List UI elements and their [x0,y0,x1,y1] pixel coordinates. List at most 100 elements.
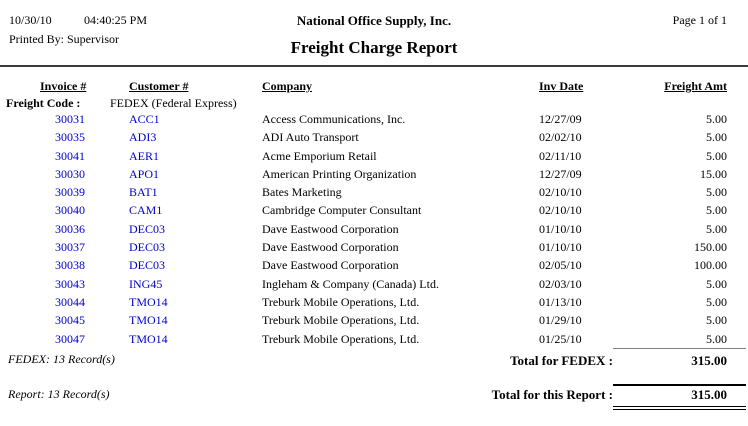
inv-date-cell: 02/10/10 [539,203,582,218]
customer-number-link[interactable]: TMO14 [129,313,168,328]
invoice-number-link[interactable]: 30035 [55,130,85,145]
company-cell: Dave Eastwood Corporation [262,258,399,273]
company-cell: Treburk Mobile Operations, Ltd. [262,313,420,328]
inv-date-cell: 02/05/10 [539,258,582,273]
company-cell: American Printing Organization [262,166,417,181]
table-row: 30031 ACC1 Access Communications, Inc. 1… [0,110,748,128]
report-total-label: Total for this Report : [491,387,613,402]
print-date: 10/30/10 [9,13,52,27]
group-total-rule [613,348,746,349]
table-row: 30041 AER1 Acme Emporium Retail 02/11/10… [0,147,748,165]
customer-number-link[interactable]: AER1 [129,148,159,163]
freight-amt-cell: 150.00 [694,240,727,255]
invoice-number-link[interactable]: 30041 [55,148,85,163]
customer-number-link[interactable]: APO1 [129,166,160,181]
inv-date-cell: 02/11/10 [539,148,582,163]
freight-code-label: Freight Code : [6,96,81,110]
inv-date-cell: 02/10/10 [539,185,582,200]
freight-amt-cell: 5.00 [706,112,727,126]
table-row: 30035 ADI3 ADI Auto Transport 02/02/10 5… [0,128,748,146]
customer-number-link[interactable]: TMO14 [129,331,168,346]
group-total-label: Total for FEDEX : [510,353,613,368]
column-header-inv-date: Inv Date [539,79,584,93]
report-record-count: Report: 13 Record(s) [8,387,110,401]
report-total-double-rule-bottom [613,409,746,410]
group-record-count: FEDEX: 13 Record(s) [8,352,115,366]
invoice-number-link[interactable]: 30031 [55,112,85,126]
table-row: 30030 APO1 American Printing Organizatio… [0,165,748,183]
group-total-value: 315.00 [691,353,727,368]
freight-amt-cell: 5.00 [706,294,727,309]
freight-amt-cell: 5.00 [706,331,727,346]
table-row: 30036 DEC03 Dave Eastwood Corporation 01… [0,220,748,238]
inv-date-cell: 01/10/10 [539,221,582,236]
table-row: 30038 DEC03 Dave Eastwood Corporation 02… [0,256,748,274]
freight-amt-cell: 5.00 [706,148,727,163]
page-number: Page 1 of 1 [672,13,727,27]
inv-date-cell: 12/27/09 [539,112,582,126]
freight-amt-cell: 5.00 [706,313,727,328]
invoice-number-link[interactable]: 30047 [55,331,85,346]
table-row: 30037 DEC03 Dave Eastwood Corporation 01… [0,238,748,256]
inv-date-cell: 02/02/10 [539,130,582,145]
invoice-number-link[interactable]: 30037 [55,240,85,255]
invoice-number-link[interactable]: 30039 [55,185,85,200]
freight-amt-cell: 100.00 [694,258,727,273]
invoice-number-link[interactable]: 30043 [55,276,85,291]
column-header-invoice: Invoice # [40,79,87,93]
company-cell: Treburk Mobile Operations, Ltd. [262,294,420,309]
inv-date-cell: 02/03/10 [539,276,582,291]
company-cell: Cambridge Computer Consultant [262,203,422,218]
customer-number-link[interactable]: ING45 [129,276,163,291]
customer-number-link[interactable]: BAT1 [129,185,158,200]
table-row: 30043 ING45 Ingleham & Company (Canada) … [0,275,748,293]
table-row: 30047 TMO14 Treburk Mobile Operations, L… [0,330,748,348]
freight-amt-cell: 5.00 [706,221,727,236]
header-divider [0,65,748,67]
company-cell: Ingleham & Company (Canada) Ltd. [262,276,439,291]
table-rows: 30031 ACC1 Access Communications, Inc. 1… [0,110,748,348]
column-header-company: Company [262,79,313,93]
invoice-number-link[interactable]: 30045 [55,313,85,328]
customer-number-link[interactable]: DEC03 [129,221,165,236]
inv-date-cell: 01/25/10 [539,331,582,346]
freight-amt-cell: 5.00 [706,130,727,145]
company-cell: Bates Marketing [262,185,342,200]
company-cell: Treburk Mobile Operations, Ltd. [262,331,420,346]
invoice-number-link[interactable]: 30044 [55,294,85,309]
freight-amt-cell: 5.00 [706,185,727,200]
customer-number-link[interactable]: ADI3 [129,130,157,145]
customer-number-link[interactable]: ACC1 [129,112,160,126]
column-header-customer: Customer # [129,79,189,93]
table-row: 30044 TMO14 Treburk Mobile Operations, L… [0,293,748,311]
table-row: 30045 TMO14 Treburk Mobile Operations, L… [0,311,748,329]
customer-number-link[interactable]: DEC03 [129,258,165,273]
company-name: National Office Supply, Inc. [296,13,452,28]
report-total-double-rule-top [613,406,746,407]
company-cell: Acme Emporium Retail [262,148,377,163]
customer-number-link[interactable]: CAM1 [129,203,163,218]
invoice-number-link[interactable]: 30040 [55,203,85,218]
company-cell: Dave Eastwood Corporation [262,240,399,255]
inv-date-cell: 01/10/10 [539,240,582,255]
invoice-number-link[interactable]: 30036 [55,221,85,236]
invoice-number-link[interactable]: 30030 [55,166,85,181]
column-header-freight-amt: Freight Amt [664,79,727,93]
table-row: 30040 CAM1 Cambridge Computer Consultant… [0,201,748,219]
report-total-value: 315.00 [691,387,727,402]
print-time: 04:40:25 PM [84,13,148,27]
report-title: Freight Charge Report [290,38,458,57]
invoice-number-link[interactable]: 30038 [55,258,85,273]
freight-code-value: FEDEX (Federal Express) [110,96,237,110]
customer-number-link[interactable]: TMO14 [129,294,168,309]
freight-amt-cell: 15.00 [700,166,727,181]
inv-date-cell: 01/13/10 [539,294,582,309]
customer-number-link[interactable]: DEC03 [129,240,165,255]
table-row: 30039 BAT1 Bates Marketing 02/10/10 5.00 [0,183,748,201]
freight-amt-cell: 5.00 [706,276,727,291]
inv-date-cell: 12/27/09 [539,166,582,181]
company-cell: Access Communications, Inc. [262,112,406,126]
freight-amt-cell: 5.00 [706,203,727,218]
company-cell: Dave Eastwood Corporation [262,221,399,236]
